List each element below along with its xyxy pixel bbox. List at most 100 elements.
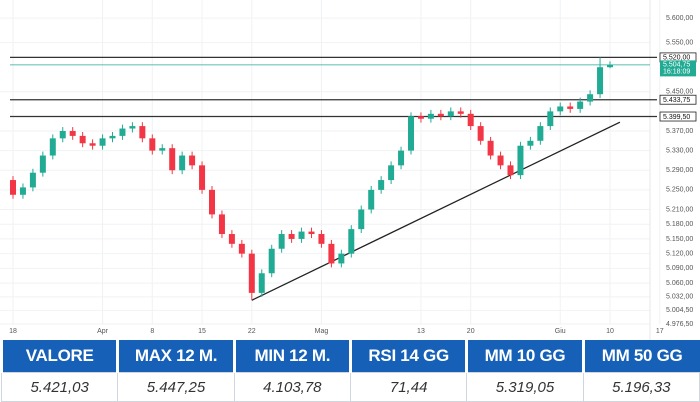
candle-body — [278, 234, 285, 249]
candle-body — [89, 143, 96, 146]
table-cell: 5.319,05 — [466, 372, 584, 402]
candle-body — [49, 138, 56, 156]
candle-body — [179, 155, 186, 171]
candle-body — [258, 273, 265, 293]
y-tick-label: 5.004,50 — [666, 307, 693, 314]
candle-body — [288, 234, 295, 239]
candle-body — [79, 135, 86, 144]
candle-body — [497, 155, 504, 166]
level-label: 5.433,75 — [663, 97, 690, 104]
candle-body — [218, 214, 225, 235]
column-header: RSI 14 GG — [348, 340, 467, 373]
column-header: VALORE — [0, 340, 118, 373]
table-cell: 4.103,78 — [233, 372, 351, 402]
y-tick-label: 5.330,00 — [666, 147, 693, 154]
candle-body — [298, 231, 305, 239]
column-header: MM 50 GG — [581, 340, 700, 373]
candle-body — [427, 113, 434, 119]
last-time-label: 16:18:09 — [663, 69, 690, 76]
y-tick-label: 5.290,00 — [666, 167, 693, 174]
candle-body — [119, 128, 126, 136]
candle-body — [457, 111, 464, 114]
candle-body — [378, 180, 385, 190]
x-tick-label: 15 — [198, 328, 206, 335]
y-tick-label: 5.032,00 — [666, 294, 693, 301]
level-label: 5.520,00 — [663, 55, 690, 62]
level-label-box — [659, 94, 697, 105]
y-tick-label: 5.090,00 — [666, 265, 693, 272]
candle-body — [408, 116, 414, 151]
x-tick-label: Apr — [97, 328, 109, 335]
y-tick-label: 5.600,00 — [666, 15, 693, 22]
x-tick-label: 18 — [9, 328, 17, 335]
candle-body — [388, 165, 395, 181]
candle-body — [358, 209, 365, 230]
candle-body — [437, 113, 444, 117]
x-tick-label: 22 — [248, 328, 256, 335]
column-header: MIN 12 M. — [232, 340, 351, 373]
candle-body — [487, 140, 494, 156]
candle-body — [228, 234, 235, 244]
candle-body — [99, 138, 106, 146]
table-cell: 71,44 — [349, 372, 468, 402]
y-tick-label: 5.120,00 — [666, 250, 693, 257]
table-body: 5.421,03 5.447,25 4.103,78 71,44 5.319,05 5.1… — [0, 372, 700, 402]
candle-body — [19, 187, 26, 195]
candle-body — [557, 106, 564, 112]
table-cell: 5.447,25 — [117, 372, 235, 402]
candle-body — [467, 113, 474, 127]
candle-body — [69, 130, 76, 136]
candle-body — [517, 145, 524, 176]
x-tick-label: 17 — [656, 328, 664, 335]
column-header: MM 10 GG — [465, 340, 584, 373]
y-tick-label: 5.250,00 — [666, 187, 693, 194]
table-row: 5.421,03 5.447,25 4.103,78 71,44 5.319,05 5.1… — [0, 372, 700, 402]
table-cell: 5.196,33 — [582, 372, 700, 402]
candle-body — [527, 140, 534, 146]
candle-body — [39, 155, 46, 173]
candle-body — [129, 126, 136, 129]
y-tick-label: 5.550,00 — [666, 40, 693, 47]
candle-body — [577, 101, 584, 109]
candle-body — [59, 130, 66, 139]
x-tick-label: 13 — [417, 328, 425, 335]
candle-body — [477, 126, 484, 141]
y-tick-label: 5.450,00 — [666, 89, 693, 96]
candle-body — [587, 94, 594, 102]
candle-body — [507, 165, 514, 176]
trendline — [251, 121, 621, 301]
candle-body — [567, 106, 574, 109]
candle-body — [607, 64, 613, 68]
y-tick-label: 5.150,00 — [666, 236, 693, 243]
candle-body — [318, 234, 325, 244]
candle-body — [308, 231, 315, 235]
level-label: 5.399,50 — [663, 114, 690, 121]
x-tick-label: 8 — [150, 328, 154, 335]
candle-body — [338, 253, 345, 264]
candle-body — [209, 189, 215, 215]
candle-body — [447, 111, 454, 117]
x-tick-label: Giu — [555, 328, 566, 335]
column-header: MAX 12 M. — [116, 340, 235, 373]
y-tick-label: 4.976,50 — [666, 321, 693, 328]
candle-body — [368, 189, 375, 210]
candle-body — [248, 253, 255, 293]
candle-body — [417, 116, 424, 119]
candle-body — [537, 126, 544, 141]
candle-body — [10, 180, 16, 195]
x-tick-label: Mag — [315, 328, 329, 335]
candle-body — [268, 248, 275, 274]
y-tick-label: 5.210,00 — [666, 206, 693, 213]
level-label-box — [659, 111, 697, 122]
candle-body — [29, 172, 36, 188]
candle-body — [238, 243, 245, 254]
y-tick-label: 5.370,00 — [666, 128, 693, 135]
candle-body — [348, 229, 355, 254]
chart: 5.600,00 5.550,00 5.450,00 5.370,00 5.330,00… — [0, 0, 697, 340]
candle-body — [597, 67, 604, 95]
y-tick-label: 5.180,00 — [666, 221, 693, 228]
candle-body — [398, 150, 405, 166]
candle-body — [547, 111, 554, 127]
candle-body — [109, 135, 116, 139]
